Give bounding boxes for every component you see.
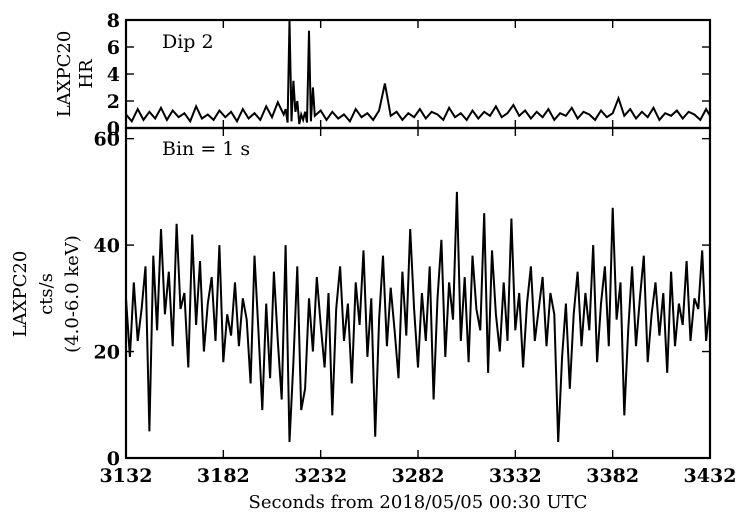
xtick-label: 3382 bbox=[586, 465, 639, 487]
bottom-ytick-label: 60 bbox=[94, 129, 120, 151]
bottom-ylabel-line1: LAXPC20 bbox=[10, 251, 31, 338]
top-y-ticks: 0 2 4 6 8 bbox=[107, 10, 710, 140]
xtick-label: 3282 bbox=[392, 465, 445, 487]
x-axis-label: Seconds from 2018/05/05 00:30 UTC bbox=[249, 492, 588, 513]
bottom-ytick-label: 20 bbox=[94, 342, 120, 364]
top-ytick-label: 6 bbox=[107, 37, 120, 59]
hardness-ratio-panel: 0 2 4 6 8 Dip 2 LAXPC20 HR bbox=[54, 10, 712, 140]
bottom-y-ticks: 0 20 40 60 bbox=[94, 129, 710, 470]
top-ylabel-line2: HR bbox=[76, 59, 97, 89]
top-ytick-label: 4 bbox=[107, 64, 120, 86]
bottom-ylabel-line2: cts/s bbox=[36, 273, 57, 315]
hardness-ratio-line bbox=[125, 19, 711, 125]
bin-label: Bin = 1 s bbox=[162, 138, 250, 160]
top-x-ticks bbox=[125, 20, 711, 128]
top-ytick-label: 8 bbox=[107, 10, 120, 32]
xtick-label: 3132 bbox=[100, 465, 153, 487]
bottom-x-ticks: 3132 3182 3232 3282 3332 3382 3432 bbox=[100, 128, 737, 487]
bottom-ytick-label: 40 bbox=[94, 235, 120, 257]
dip-label: Dip 2 bbox=[162, 31, 214, 53]
xtick-label: 3332 bbox=[489, 465, 542, 487]
xtick-label: 3182 bbox=[197, 465, 250, 487]
top-ylabel-line1: LAXPC20 bbox=[54, 31, 75, 118]
top-ytick-label: 0 bbox=[107, 118, 120, 140]
count-rate-line bbox=[125, 191, 711, 443]
xtick-label: 3432 bbox=[684, 465, 737, 487]
bottom-ylabel-line3: (4.0-6.0 keV) bbox=[62, 235, 83, 353]
count-rate-panel: 0 20 40 60 3132 3182 3232 3282 3332 3382 3432 Bin… bbox=[10, 126, 737, 513]
top-ytick-label: 2 bbox=[107, 91, 120, 113]
bottom-ytick-label: 0 bbox=[107, 448, 120, 470]
xtick-label: 3232 bbox=[294, 465, 347, 487]
